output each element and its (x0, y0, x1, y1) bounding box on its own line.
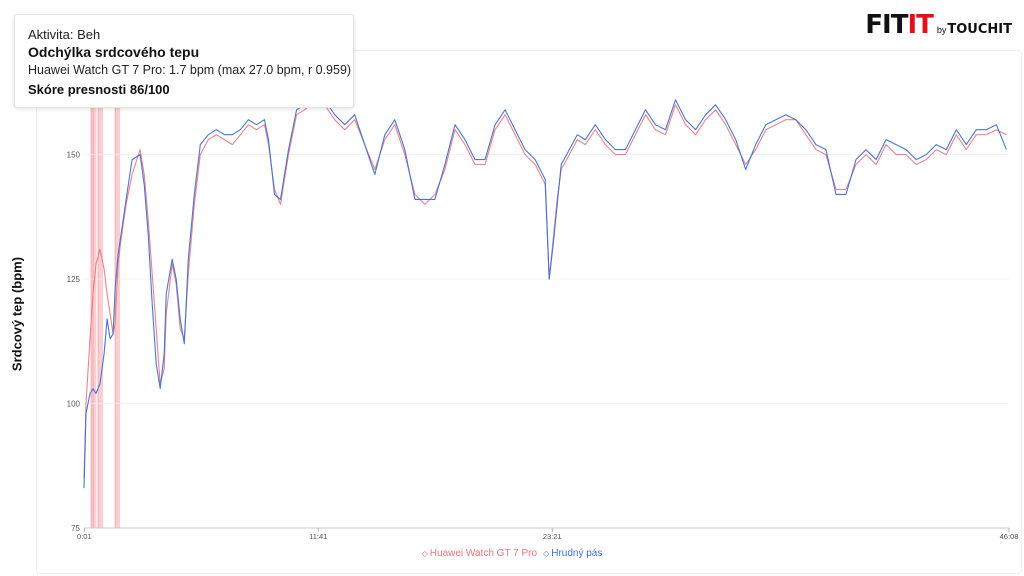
x-tick-label: 0:01 (77, 532, 92, 541)
series-line-watch (83, 99, 1007, 479)
legend-item-chest[interactable]: ◇ Hrudný pás (543, 548, 602, 559)
x-tick-label: 11:41 (309, 532, 327, 541)
deviation-detail: Huawei Watch GT 7 Pro: 1.7 bpm (max 27.0… (28, 63, 352, 77)
chart-legend: ◇ Huawei Watch GT 7 Pro ◇ Hrudný pás (0, 548, 1024, 559)
x-tick-label: 46:08 (1000, 532, 1019, 541)
deviation-band (93, 55, 97, 528)
chart-frame (36, 50, 1022, 574)
logo-fit: FIT (865, 10, 908, 40)
axes: 75 100 125 150 0:01 11:41 23:21 46:08 (67, 151, 1019, 541)
accuracy-score: Skóre presnosti 86/100 (28, 82, 170, 97)
x-tick-label: 23:21 (543, 532, 562, 541)
logo-it: IT (907, 10, 933, 40)
logo-touchit: TOUCHIT (947, 22, 1012, 37)
series-lines (83, 94, 1007, 489)
y-tick-label: 125 (67, 275, 81, 284)
deviation-band (98, 55, 104, 528)
deviation-band (115, 55, 121, 528)
y-tick-label: 75 (71, 524, 80, 533)
y-axis-label: Srdcový tep (bpm) (9, 256, 25, 372)
series-line-chest (83, 94, 1007, 489)
deviation-bands (90, 55, 121, 528)
legend-item-watch[interactable]: ◇ Huawei Watch GT 7 Pro (422, 548, 537, 559)
activity-label: Aktivita: Beh (28, 27, 101, 42)
legend-label-watch: Huawei Watch GT 7 Pro (429, 548, 538, 559)
logo-wordmark: FITIT (865, 10, 934, 40)
tooltip-info-box: Aktivita: Beh Odchýlka srdcového tepu Hu… (14, 14, 354, 108)
deviation-band (91, 55, 94, 528)
y-tick-label: 100 (67, 400, 81, 409)
logo-by: by (936, 25, 947, 35)
chart-title: Odchýlka srdcového tepu (28, 44, 200, 60)
legend-diamond-icon: ◇ (421, 549, 428, 558)
y-tick-label: 150 (67, 151, 81, 160)
fitit-logo: FITIT by TOUCHIT (865, 10, 1012, 40)
legend-diamond-icon: ◇ (543, 549, 550, 558)
legend-label-chest: Hrudný pás (551, 548, 603, 559)
